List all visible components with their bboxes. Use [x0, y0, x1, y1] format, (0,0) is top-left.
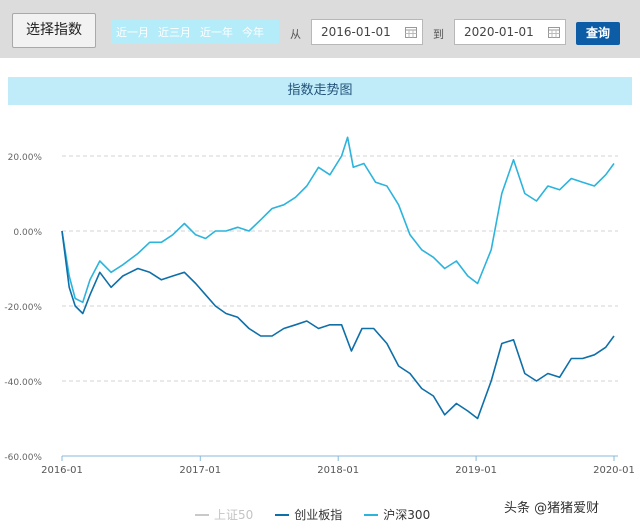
start-date-input[interactable]: 2016-01-01 — [311, 19, 423, 45]
legend-label: 上证50 — [214, 508, 254, 522]
y-tick-label: -40.00% — [4, 378, 42, 388]
series-line-hs300 — [61, 136, 615, 304]
query-button[interactable]: 查询 — [576, 22, 620, 45]
legend-swatch — [275, 513, 290, 516]
quick-range-ytd[interactable]: 今年 — [242, 26, 264, 39]
y-axis: 20.00% 0.00% -20.00% -40.00% -60.00% — [4, 153, 42, 463]
legend: 上证50 创业板指 沪深300 — [195, 506, 452, 523]
y-tick-label: 0.00% — [13, 228, 42, 238]
end-date-value: 2020-01-01 — [464, 25, 534, 39]
x-tick-label: 2017-01 — [179, 465, 221, 476]
y-tick-label: 20.00% — [8, 153, 43, 163]
legend-label: 创业板指 — [294, 508, 343, 522]
legend-item-hs300[interactable]: 沪深300 — [364, 506, 430, 523]
legend-swatch — [364, 513, 379, 516]
y-tick-label: -60.00% — [4, 453, 42, 463]
calendar-icon[interactable] — [548, 26, 560, 38]
x-tick-label: 2019-01 — [455, 465, 497, 476]
watermark: 头条 @猪猪爱财 — [504, 501, 600, 516]
x-tick-label: 2018-01 — [317, 465, 359, 476]
series-lines — [61, 136, 615, 420]
series-line-chinext — [61, 230, 615, 420]
x-tick-label: 2016-01 — [41, 465, 83, 476]
start-date-value: 2016-01-01 — [321, 25, 391, 39]
x-axis: 2016-01 2017-01 2018-01 2019-01 2020-01 — [41, 455, 635, 476]
quick-range-group: 近一月 近三月 近一年 今年 — [111, 20, 279, 44]
chart-title: 指数走势图 — [8, 77, 632, 105]
line-chart: 20.00% 0.00% -20.00% -40.00% -60.00% 2016-01… — [4, 136, 635, 476]
grid-lines — [62, 155, 618, 382]
end-date-input[interactable]: 2020-01-01 — [454, 19, 566, 45]
x-tick-label: 2020-01 — [593, 465, 635, 476]
toolbar: 选择指数 近一月 近三月 近一年 今年 从 2016-01-01 到 2020-… — [0, 0, 640, 58]
to-label: 到 — [433, 28, 444, 41]
from-label: 从 — [290, 28, 301, 41]
quick-range-3m[interactable]: 近三月 — [158, 26, 191, 39]
legend-swatch — [195, 513, 209, 516]
quick-range-1m[interactable]: 近一月 — [116, 26, 149, 39]
legend-label: 沪深300 — [383, 508, 431, 522]
legend-item-chinext[interactable]: 创业板指 — [275, 506, 342, 523]
quick-range-1y[interactable]: 近一年 — [200, 26, 233, 39]
y-tick-label: -20.00% — [4, 303, 42, 313]
calendar-icon[interactable] — [405, 26, 417, 38]
legend-item-shanghai50[interactable]: 上证50 — [195, 506, 253, 523]
select-index-button[interactable]: 选择指数 — [12, 13, 96, 48]
